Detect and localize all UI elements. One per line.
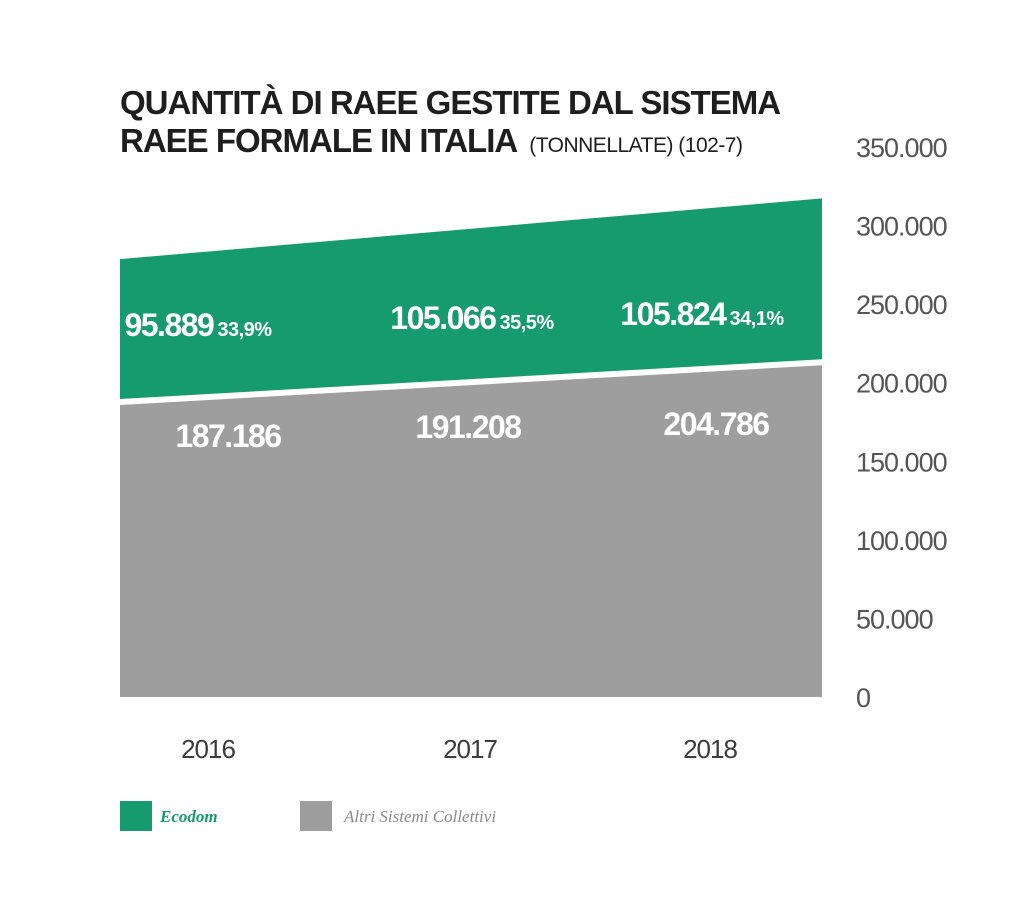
altri-value-label: 191.208: [415, 409, 521, 445]
ecodom-value-label: 95.889: [124, 307, 214, 343]
altri-value-label: 204.786: [663, 406, 769, 442]
y-tick-label: 300.000: [856, 212, 947, 242]
legend-label: Altri Sistemi Collettivi: [343, 807, 496, 826]
y-tick-label: 150.000: [856, 447, 947, 477]
ecodom-data-label: 95.889 33,9%: [124, 307, 272, 343]
chart-title-line1: QUANTITÀ DI RAEE GESTITE DAL SISTEMA: [120, 84, 780, 121]
y-tick-label: 0: [856, 683, 870, 713]
label-layer: 95.889 33,9% 187.186 105.066 35,5% 191.208 105…: [124, 296, 784, 454]
y-tick-label: 250.000: [856, 290, 947, 320]
legend-swatch: [120, 801, 152, 831]
legend: Ecodom Altri Sistemi Collettivi: [120, 801, 496, 831]
ecodom-value-label: 105.824: [620, 296, 727, 332]
altri-value-label: 187.186: [175, 418, 281, 454]
y-tick-label: 100.000: [856, 526, 947, 556]
area-altri-sistemi-collettivi: [120, 365, 822, 697]
ecodom-data-label: 105.066 35,5%: [390, 300, 554, 336]
legend-swatch: [300, 801, 332, 831]
ecodom-percent-label: 33,9%: [217, 319, 272, 341]
area-layer: [120, 198, 822, 697]
chart-title-main: RAEE FORMALE IN ITALIA: [120, 122, 517, 159]
y-tick-label: 350.000: [856, 133, 947, 163]
ecodom-percent-label: 35,5%: [499, 312, 554, 334]
y-axis: 0 50.000 100.000 150.000 200.000 250.000 300.0…: [856, 133, 948, 713]
ecodom-percent-label: 34,1%: [729, 308, 784, 330]
chart-title-suffix: (TONNELLATE) (102-7): [529, 134, 742, 157]
legend-label: Ecodom: [159, 807, 218, 826]
x-axis: 2016 2017 2018: [181, 734, 738, 764]
y-tick-label: 200.000: [856, 369, 947, 399]
x-tick-label: 2018: [683, 734, 737, 764]
ecodom-value-label: 105.066: [390, 300, 496, 336]
area-ecodom: [120, 198, 822, 399]
chart-title-line2: RAEE FORMALE IN ITALIA (TONNELLATE) (102…: [120, 122, 742, 159]
x-tick-label: 2016: [181, 734, 235, 764]
ecodom-data-label: 105.824 34,1%: [620, 296, 784, 332]
y-tick-label: 50.000: [856, 604, 933, 634]
x-tick-label: 2017: [443, 734, 497, 764]
